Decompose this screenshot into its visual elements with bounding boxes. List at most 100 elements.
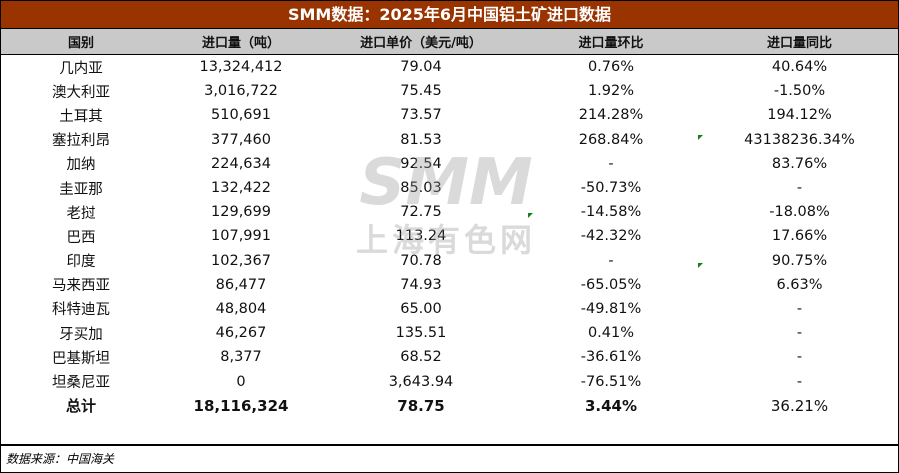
cell-yoy: 83.76% [771,155,828,172]
cell-country: 印度 [66,254,96,271]
cell-volume: 510,691 [211,107,271,124]
cell-mom: -42.32% [580,228,642,245]
cell-mom: 214.28% [578,107,644,124]
total-unit-price: 78.75 [397,396,445,415]
cell-unit-price: 75.45 [400,83,442,100]
cell-unit-price: 68.52 [400,349,442,366]
table-row: 科特迪瓦 48,804 65.00 -49.81% - [1,297,898,321]
table-row: 牙买加 46,267 135.51 0.41% - [1,321,898,345]
cell-volume: 102,367 [211,252,271,269]
cell-country: 几内亚 [59,60,103,77]
cell-country: 马来西亚 [52,278,110,295]
cell-unit-price: 74.93 [400,276,442,293]
cell-unit-price: 65.00 [400,300,442,317]
cell-yoy: - [796,300,803,317]
table-row: 塞拉利昂 377,460 81.53 268.84% 43138236.34% [1,128,898,152]
table-row: 巴西 107,991 113.24 -42.32% 17.66% [1,224,898,248]
cell-mom: - [608,252,614,269]
cell-country: 老挝 [66,205,96,222]
cell-country: 澳大利亚 [52,84,110,101]
cell-unit-price: 85.03 [400,180,442,197]
cell-yoy: - [796,373,803,390]
cell-mom: -14.58% [580,204,642,221]
cell-country: 牙买加 [59,326,103,343]
table-row: 老挝 129,699 72.75 -14.58% -18.08% [1,200,898,224]
cell-yoy: -18.08% [769,204,830,221]
header-country: 国别 [1,29,161,55]
cell-volume: 48,804 [215,300,267,317]
header-mom: 进口量环比 [521,29,701,55]
table-title: SMM数据：2025年6月中国铝土矿进口数据 [1,1,898,29]
cell-volume: 224,634 [211,155,271,172]
cell-unit-price: 81.53 [400,131,442,148]
cell-volume: 3,016,722 [204,83,278,100]
table-row: 几内亚 13,324,412 79.04 0.76% 40.64% [1,55,898,80]
cell-mom: 0.76% [587,59,635,76]
cell-country: 圭亚那 [59,181,103,198]
cell-country: 土耳其 [59,108,103,125]
table-row: 土耳其 510,691 73.57 214.28% 194.12% [1,103,898,127]
cell-unit-price: 70.78 [400,252,442,269]
cell-volume: 46,267 [215,325,267,342]
cell-volume: 129,699 [211,204,271,221]
cell-mom: -50.73% [580,180,642,197]
cell-mom: 1.92% [587,83,635,100]
cell-mom: 0.41% [587,325,635,342]
bauxite-import-table: 国别 进口量（吨） 进口单价（美元/吨） 进口量环比 进口量同比 几内亚 13,3… [1,29,898,418]
header-unit-price: 进口单价（美元/吨） [321,29,521,55]
table-row: 马来西亚 86,477 74.93 -65.05% 6.63% [1,273,898,297]
total-volume: 18,116,324 [193,396,289,415]
table-row: 加纳 224,634 92.54 - 83.76% [1,152,898,176]
cell-volume: 13,324,412 [199,59,283,76]
table-row: 圭亚那 132,422 85.03 -50.73% - [1,176,898,200]
total-yoy: 36.21% [770,396,829,415]
cell-mom: -49.81% [580,300,642,317]
table-row: 坦桑尼亚 0 3,643.94 -76.51% - [1,369,898,393]
total-row: 总计 18,116,324 78.75 3.44% 36.21% [1,394,898,418]
cell-country: 加纳 [66,157,96,174]
cell-mom: 268.84% [578,131,644,148]
table-row: 印度 102,367 70.78 - 90.75% [1,249,898,273]
total-country: 总计 [65,397,96,416]
cell-yoy: 43138236.34% [744,131,855,148]
cell-country: 巴西 [66,229,96,246]
cell-yoy: 6.63% [776,276,823,293]
total-mom: 3.44% [584,396,638,415]
cell-unit-price: 92.54 [400,155,442,172]
cell-yoy: 90.75% [771,252,828,269]
cell-mom: - [608,155,614,172]
header-yoy: 进口量同比 [701,29,898,55]
cell-yoy: - [796,180,803,197]
cell-unit-price: 73.57 [400,107,442,124]
cell-comment-marker [698,135,703,140]
cell-volume: 377,460 [211,131,271,148]
header-volume: 进口量（吨） [161,29,321,55]
cell-mom: -76.51% [580,373,642,390]
cell-yoy: 40.64% [771,59,828,76]
cell-yoy: - [796,325,803,342]
cell-unit-price: 79.04 [400,59,442,76]
header-row: 国别 进口量（吨） 进口单价（美元/吨） 进口量环比 进口量同比 [1,29,898,55]
cell-country: 科特迪瓦 [52,302,110,319]
cell-country: 坦桑尼亚 [52,375,110,392]
cell-mom: -65.05% [580,276,642,293]
cell-yoy: - [796,349,803,366]
cell-mom: -36.61% [580,349,642,366]
cell-volume: 86,477 [215,276,267,293]
cell-yoy: 17.66% [771,228,828,245]
cell-unit-price: 72.75 [400,204,442,221]
source-note: 数据来源：中国海关 [1,444,898,472]
cell-country: 塞拉利昂 [52,133,110,150]
cell-unit-price: 135.51 [395,325,447,342]
cell-comment-marker [698,263,703,268]
cell-unit-price: 3,643.94 [388,373,454,390]
cell-volume: 107,991 [211,228,271,245]
cell-unit-price: 113.24 [395,228,447,245]
cell-volume: 132,422 [211,180,271,197]
table-row: 巴基斯坦 8,377 68.52 -36.61% - [1,345,898,369]
cell-comment-marker [528,213,533,218]
cell-yoy: 194.12% [767,107,832,124]
cell-country: 巴基斯坦 [52,350,110,367]
cell-volume: 8,377 [220,349,262,366]
